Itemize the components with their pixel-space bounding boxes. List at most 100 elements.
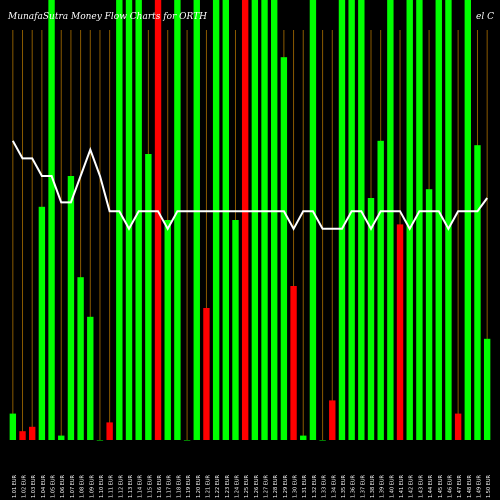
bar-32 (309, 0, 317, 440)
bar-50 (483, 338, 491, 440)
x-tick-label: 1.34 EUR (331, 474, 337, 498)
bar-42 (406, 0, 413, 440)
bar-29 (280, 57, 288, 440)
x-tick-labels: 1.01 EUR 1.02 EUR 1.03 EUR 1.04 EUR 1.05 EUR… (12, 474, 492, 498)
bar-11 (106, 422, 113, 440)
x-tick-label: 1.07 EUR (70, 474, 76, 498)
bar-5 (48, 0, 55, 440)
x-tick-label: 1.36 EUR (351, 474, 357, 498)
x-tick-label: 1.42 EUR (409, 474, 415, 498)
x-tick-label: 1.02 EUR (22, 474, 28, 498)
x-tick-label: 1.46 EUR (447, 474, 453, 498)
bar-30 (290, 286, 297, 440)
bar-14 (135, 0, 142, 440)
chart-title-fragment: el C (476, 12, 494, 22)
x-tick-label: 1.12 EUR (118, 474, 124, 498)
x-tick-label: 1.32 EUR (312, 474, 318, 498)
x-tick-label: 1.28 EUR (273, 474, 279, 498)
x-tick-label: 1.19 EUR (186, 474, 192, 498)
bar-9 (87, 316, 94, 440)
bar-7 (67, 176, 75, 440)
bar-17 (164, 220, 171, 440)
x-tick-label: 1.08 EUR (80, 474, 86, 498)
x-tick-label: 1.29 EUR (283, 474, 289, 498)
bar-26 (251, 0, 259, 440)
x-tick-label: 1.17 EUR (167, 474, 173, 498)
bar-48 (464, 0, 471, 440)
bar-25 (241, 0, 249, 440)
x-tick-label: 1.22 EUR (215, 474, 221, 498)
bar-38 (367, 198, 375, 440)
x-tick-label: 1.13 EUR (128, 474, 134, 498)
x-tick-label: 1.40 EUR (389, 474, 395, 498)
x-tick-label: 1.35 EUR (341, 474, 347, 498)
x-tick-label: 1.45 EUR (438, 474, 444, 498)
bar-18 (174, 0, 181, 440)
bar-27 (261, 0, 268, 440)
x-tick-label: 1.21 EUR (205, 474, 211, 498)
bar-24 (232, 220, 239, 440)
x-tick-label: 1.04 EUR (41, 474, 47, 498)
bar-44 (425, 189, 433, 440)
bar-20 (193, 0, 200, 440)
x-tick-label: 1.44 EUR (428, 474, 434, 498)
bar-23 (222, 0, 229, 440)
bar-31 (300, 435, 307, 440)
x-tick-label: 1.18 EUR (176, 474, 182, 498)
x-tick-label: 1.41 EUR (399, 474, 405, 498)
bar-35 (338, 0, 346, 440)
x-tick-label: 1.03 EUR (31, 474, 37, 498)
bar-15 (145, 154, 152, 440)
bar-19 (183, 440, 191, 441)
x-tick-label: 1.49 EUR (476, 474, 482, 498)
x-tick-label: 1.23 EUR (225, 474, 231, 498)
x-tick-label: 1.09 EUR (89, 474, 95, 498)
bar-36 (348, 0, 355, 440)
bar-47 (454, 413, 462, 440)
bar-21 (203, 308, 210, 440)
bar-28 (271, 0, 278, 440)
x-tick-label: 1.05 EUR (51, 474, 57, 498)
x-tick-label: 1.16 EUR (157, 474, 163, 498)
bar-41 (396, 224, 404, 440)
bar-8 (77, 277, 84, 440)
bar-1 (9, 413, 17, 440)
chart-title: MunafaSutra Money Flow Charts for ORTH (8, 12, 207, 22)
x-tick-label: 1.37 EUR (360, 474, 366, 498)
x-tick-label: 1.38 EUR (370, 474, 376, 498)
x-tick-label: 1.14 EUR (138, 474, 144, 498)
bar-13 (125, 0, 133, 440)
x-tick-label: 1.27 EUR (264, 474, 270, 498)
bar-45 (435, 0, 442, 440)
x-tick-label: 1.11 EUR (109, 474, 115, 498)
bar-22 (212, 0, 220, 440)
bar-33 (319, 440, 326, 441)
bar-39 (377, 140, 384, 441)
bar-49 (474, 145, 481, 440)
x-tick-label: 1.15 EUR (147, 474, 153, 498)
bar-46 (445, 0, 452, 440)
bar-4 (38, 206, 46, 440)
bar-10 (96, 440, 104, 441)
bar-series (9, 0, 491, 441)
x-tick-label: 1.39 EUR (380, 474, 386, 498)
x-tick-label: 1.48 EUR (467, 474, 473, 498)
x-tick-label: 1.20 EUR (196, 474, 202, 498)
x-tick-label: 1.10 EUR (99, 474, 105, 498)
x-tick-label: 1.43 EUR (418, 474, 424, 498)
bar-3 (29, 426, 36, 440)
x-tick-label: 1.47 EUR (457, 474, 463, 498)
bar-43 (416, 0, 423, 440)
bar-40 (387, 0, 394, 440)
x-tick-label: 1.50 EUR (486, 474, 492, 498)
x-tick-label: 1.30 EUR (293, 474, 299, 498)
x-tick-label: 1.26 EUR (254, 474, 260, 498)
x-tick-label: 1.06 EUR (60, 474, 66, 498)
x-tick-label: 1.25 EUR (244, 474, 250, 498)
bar-12 (116, 0, 123, 440)
x-tick-label: 1.33 EUR (322, 474, 328, 498)
x-tick-label: 1.24 EUR (234, 474, 240, 498)
bar-2 (19, 431, 26, 440)
